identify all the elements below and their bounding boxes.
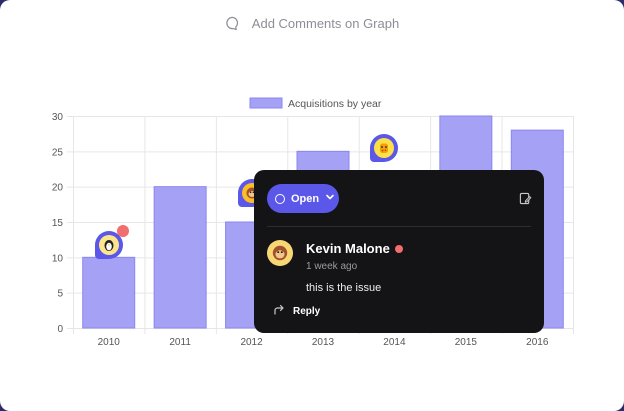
comment-marker-2010[interactable] (94, 224, 129, 259)
popup-divider (267, 226, 531, 227)
comment-popup: Open Kevin Malone 1 week ago this is the… (254, 170, 544, 333)
comment-author: Kevin Malone (306, 241, 403, 256)
y-tick-label: 20 (52, 183, 64, 194)
reply-label: Reply (293, 305, 321, 317)
status-circle-icon (275, 193, 285, 204)
y-tick-label: 15 (52, 218, 64, 229)
x-tick-label: 2016 (526, 337, 549, 348)
x-tick-label: 2014 (383, 337, 406, 348)
status-dropdown-button[interactable]: Open (267, 184, 339, 213)
y-tick-label: 10 (52, 253, 64, 264)
y-tick-label: 5 (57, 289, 63, 300)
comment-marker-2014[interactable] (370, 133, 399, 162)
unread-dot-icon (394, 244, 403, 253)
y-tick-label: 0 (57, 324, 63, 335)
comment-timestamp: 1 week ago (306, 261, 358, 272)
reply-arrow-icon (273, 304, 285, 318)
giraffe-avatar (374, 137, 395, 158)
legend-swatch (249, 97, 283, 109)
author-name: Kevin Malone (306, 241, 390, 256)
chevron-down-icon (325, 192, 335, 205)
y-tick-label: 30 (52, 112, 64, 123)
unread-dot-icon (116, 224, 129, 237)
reply-button[interactable]: Reply (273, 304, 320, 318)
x-tick-label: 2012 (240, 337, 263, 348)
comment-text: this is the issue (306, 282, 382, 294)
add-comments-label: Add Comments on Graph (251, 15, 400, 31)
y-tick-label: 25 (52, 147, 64, 158)
monkey-avatar (267, 240, 293, 266)
add-comments-header[interactable]: Add Comments on Graph (0, 12, 624, 34)
penguin-avatar (98, 234, 119, 255)
x-tick-label: 2015 (455, 337, 478, 348)
x-tick-label: 2011 (169, 337, 191, 348)
legend-label: Acquisitions by year (288, 98, 382, 110)
x-tick-label: 2013 (312, 337, 335, 348)
comment-bubble-icon (225, 16, 240, 31)
edit-note-icon[interactable] (519, 192, 532, 210)
x-tick-label: 2010 (98, 337, 121, 348)
bar-2011 (153, 186, 207, 329)
status-label: Open (291, 192, 320, 205)
bar-2010 (82, 256, 136, 329)
